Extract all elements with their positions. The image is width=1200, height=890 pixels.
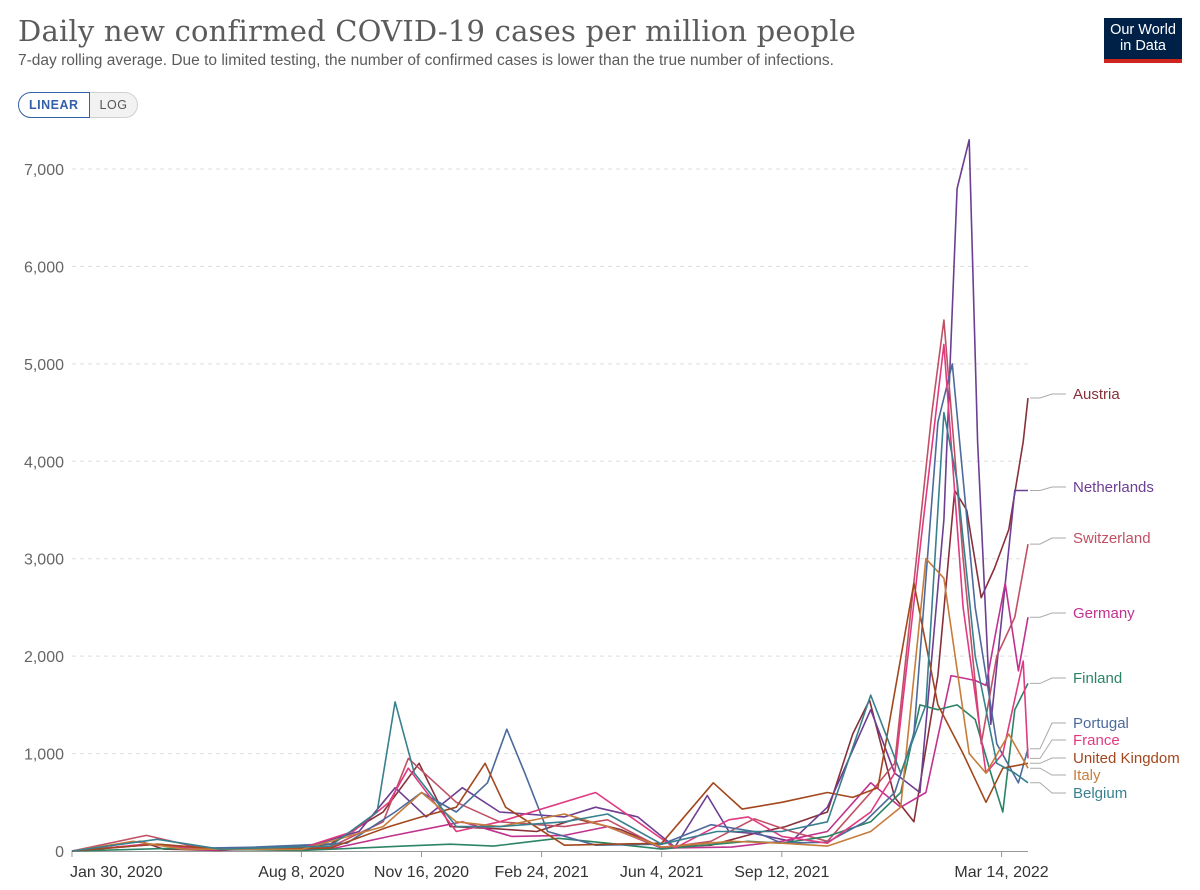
legend-connector (1030, 486, 1066, 491)
y-tick-label: 7,000 (24, 162, 64, 179)
legend-label: Switzerland (1073, 530, 1151, 547)
x-tick-label: Jan 30, 2020 (70, 864, 163, 881)
y-tick-label: 2,000 (24, 649, 64, 666)
legend-label: Italy (1073, 767, 1101, 784)
chart-subtitle: 7-day rolling average. Due to limited te… (18, 52, 834, 69)
y-tick-label: 0 (55, 844, 64, 861)
legend-label: Netherlands (1073, 479, 1154, 496)
y-tick-label: 1,000 (24, 747, 64, 764)
logo-line-1: Our World (1110, 22, 1176, 38)
legend-connector (1030, 757, 1066, 764)
series-line-belgium (71, 411, 1029, 852)
y-tick-label: 4,000 (24, 454, 64, 471)
legend-connector (1030, 739, 1066, 759)
legend-connector (1030, 537, 1066, 545)
x-tick-label: Feb 24, 2021 (494, 864, 588, 881)
legend-connector (1030, 782, 1066, 794)
legend-label: Germany (1073, 605, 1135, 622)
x-tick-label: Nov 16, 2020 (374, 864, 469, 881)
y-tick-label: 3,000 (24, 552, 64, 569)
legend-label: Finland (1073, 670, 1122, 687)
scale-toggle: LINEAR LOG (18, 92, 139, 118)
y-tick-label: 5,000 (24, 357, 64, 374)
x-tick-label: Aug 8, 2020 (258, 864, 344, 881)
legend-connector (1030, 767, 1066, 776)
series-line-austria (71, 397, 1029, 852)
owid-logo[interactable]: Our World in Data (1104, 18, 1182, 63)
legend-label: United Kingdom (1073, 750, 1180, 767)
legend-connector (1030, 612, 1066, 618)
linear-scale-button[interactable]: LINEAR (18, 92, 90, 118)
legend-label: Belgium (1073, 785, 1127, 802)
chart-title: Daily new confirmed COVID-19 cases per m… (18, 14, 857, 48)
legend-connector (1030, 677, 1066, 684)
legend-label: Austria (1073, 386, 1120, 403)
x-tick-label: Sep 12, 2021 (734, 864, 829, 881)
series-line-united-kingdom (71, 582, 1029, 852)
x-tick-label: Mar 14, 2022 (954, 864, 1048, 881)
legend-connector (1030, 722, 1066, 750)
legend-label: France (1073, 732, 1120, 749)
series-line-switzerland (71, 319, 1029, 852)
y-tick-label: 6,000 (24, 259, 64, 276)
series-line-germany (71, 582, 1029, 852)
logo-line-2: in Data (1120, 38, 1166, 54)
log-scale-button[interactable]: LOG (89, 92, 139, 118)
legend-label: Portugal (1073, 715, 1129, 732)
series-line-portugal (71, 363, 1029, 852)
series-line-netherlands (71, 139, 1028, 852)
legend-connector (1030, 393, 1066, 399)
x-tick-label: Jun 4, 2021 (620, 864, 704, 881)
series-line-france (71, 343, 1029, 852)
